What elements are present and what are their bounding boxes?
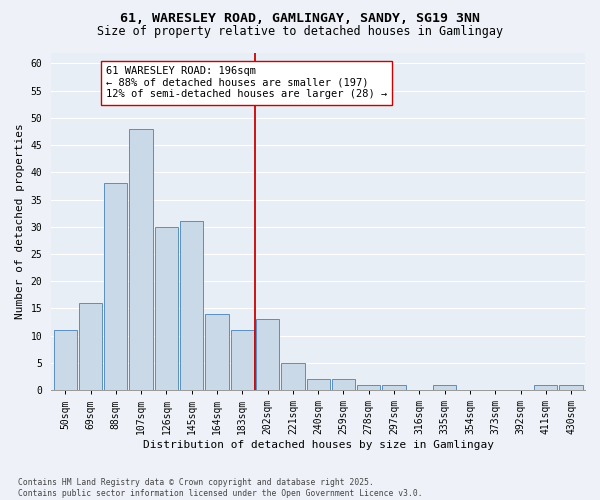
Bar	[155, 227, 178, 390]
Text: 61 WARESLEY ROAD: 196sqm
← 88% of detached houses are smaller (197)
12% of semi-: 61 WARESLEY ROAD: 196sqm ← 88% of detach…	[106, 66, 387, 100]
Bar	[256, 320, 279, 390]
Bar	[433, 384, 456, 390]
Bar	[382, 384, 406, 390]
Bar	[230, 330, 254, 390]
Bar	[307, 380, 330, 390]
Y-axis label: Number of detached properties: Number of detached properties	[15, 124, 25, 319]
Text: 61, WARESLEY ROAD, GAMLINGAY, SANDY, SG19 3NN: 61, WARESLEY ROAD, GAMLINGAY, SANDY, SG1…	[120, 12, 480, 26]
Bar	[281, 363, 305, 390]
Bar	[332, 380, 355, 390]
Bar	[79, 303, 102, 390]
Bar	[559, 384, 583, 390]
Text: Contains HM Land Registry data © Crown copyright and database right 2025.
Contai: Contains HM Land Registry data © Crown c…	[18, 478, 422, 498]
Text: Size of property relative to detached houses in Gamlingay: Size of property relative to detached ho…	[97, 25, 503, 38]
Bar	[53, 330, 77, 390]
Bar	[205, 314, 229, 390]
Bar	[130, 128, 153, 390]
Bar	[357, 384, 380, 390]
Bar	[104, 183, 127, 390]
Bar	[180, 222, 203, 390]
Bar	[534, 384, 557, 390]
X-axis label: Distribution of detached houses by size in Gamlingay: Distribution of detached houses by size …	[143, 440, 494, 450]
